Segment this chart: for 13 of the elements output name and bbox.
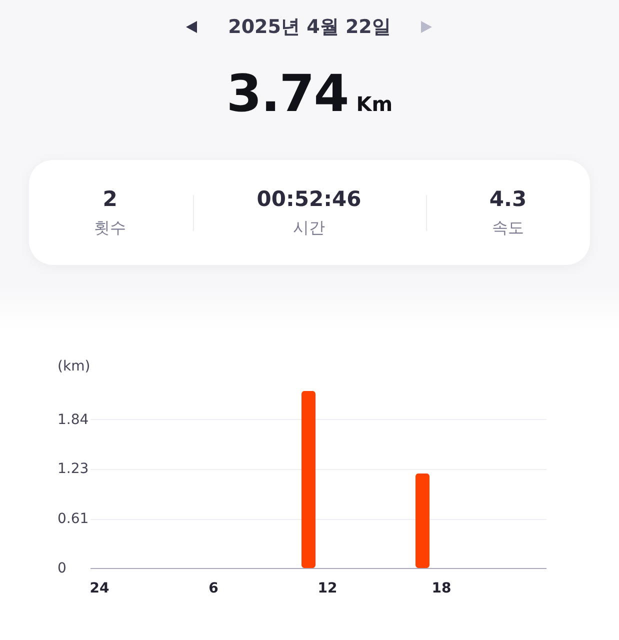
y-tick-label: 1.84 [58, 412, 89, 428]
stats-card: 2 횟수 00:52:46 시간 4.3 속도 [29, 160, 590, 265]
x-tick-label: 6 [208, 580, 218, 596]
text: 3.74 [226, 65, 348, 124]
y-tick-label: 1.23 [58, 461, 89, 478]
x-tick-label: 18 [432, 580, 452, 596]
y-tick-label: 0.61 [58, 511, 89, 528]
y-tick-label: 0 [58, 560, 66, 576]
y-axis-title: (km) [58, 358, 90, 374]
text: Km [356, 92, 393, 116]
chart-title: 2025년 4월 22일 [227, 15, 392, 40]
x-tick-label: 12 [318, 580, 338, 596]
x-tick-label: 24 [90, 580, 110, 596]
